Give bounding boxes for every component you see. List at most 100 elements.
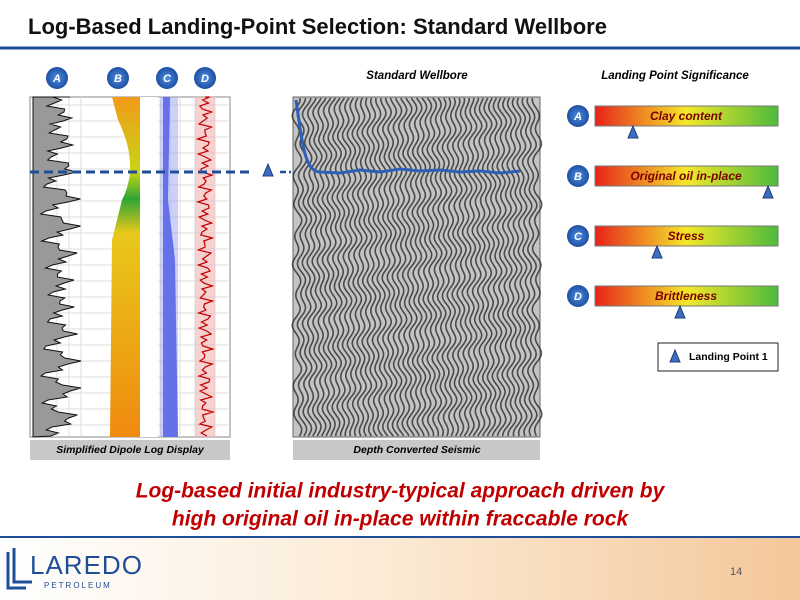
log-curve-fill: [32, 96, 82, 438]
seismic-trace: [516, 97, 528, 437]
seismic-trace: [376, 98, 388, 437]
badge: [194, 67, 216, 89]
legend-marker: [669, 348, 681, 363]
seismic-trace: [476, 97, 488, 437]
seismic-trace: [301, 97, 313, 437]
row-badge: [567, 225, 589, 247]
seismic-trace: [331, 97, 343, 437]
significance-bar: [594, 165, 779, 187]
badge-label: C: [163, 73, 172, 85]
badge: [156, 67, 178, 89]
seismic-trace: [311, 97, 323, 437]
seismic-trace: [341, 97, 353, 437]
seismic-trace: [481, 97, 493, 437]
log-tracks: [32, 96, 228, 438]
seismic-trace: [506, 97, 518, 437]
row-badge: [567, 285, 589, 307]
badge-label: B: [114, 73, 122, 85]
seismic-trace: [486, 97, 498, 437]
wellbore: [294, 99, 521, 175]
significance-bar: [594, 225, 779, 247]
seismic-trace: [401, 97, 413, 437]
seismic-trace: [406, 97, 418, 437]
seismic-trace: [336, 97, 348, 437]
logo: LAREDO: [30, 550, 143, 580]
row-label: Brittleness: [655, 289, 717, 303]
seismic-trace: [366, 97, 378, 437]
seismic-trace: [456, 97, 468, 437]
landing-marker: [651, 244, 663, 259]
seismic-trace: [436, 97, 448, 437]
landing-marker: [762, 184, 774, 199]
badge-label: D: [201, 73, 209, 85]
logo-mark: [6, 548, 32, 590]
seismic-trace: [416, 97, 428, 437]
landing-marker: [262, 162, 274, 177]
log-fill-b-mask: [140, 97, 158, 437]
seismic-trace: [431, 97, 443, 437]
seismic-trace: [316, 97, 328, 437]
logo-sub: PETROLEUM: [44, 581, 112, 590]
row-letter: A: [573, 111, 582, 123]
seismic-trace: [526, 97, 538, 437]
track-badges: A B C D: [46, 67, 216, 89]
seismic-trace: [321, 97, 333, 437]
row-label: Stress: [668, 229, 705, 243]
seismic-trace: [441, 97, 453, 437]
seismic-trace: [396, 97, 408, 437]
seismic-caption: Depth Converted Seismic: [353, 444, 480, 456]
seismic-trace: [351, 97, 363, 437]
seismic-trace: [466, 97, 478, 437]
seismic-trace: [371, 97, 383, 437]
significance-title: Landing Point Significance: [601, 70, 749, 82]
badge-label: A: [52, 73, 61, 85]
caption-bar: [30, 440, 230, 460]
seismic-trace: [461, 97, 473, 437]
seismic-trace: [446, 97, 458, 437]
seismic-trace: [291, 98, 303, 437]
seismic-trace: [391, 97, 403, 437]
significance-bar: [594, 105, 779, 127]
seismic-trace: [501, 97, 513, 437]
seismic-trace: [381, 97, 393, 437]
legend-label: Landing Point 1: [689, 351, 768, 363]
page-number: 14: [730, 566, 742, 578]
row-badge: [567, 105, 589, 127]
title: Log-Based Landing-Point Selection: Stand…: [28, 14, 607, 39]
seismic-trace: [411, 97, 423, 437]
row-letter: B: [574, 171, 582, 183]
row-letter: C: [574, 231, 583, 243]
badge: [107, 67, 129, 89]
landing-marker: [674, 304, 686, 319]
message-line: Log-based initial industry-typical appro…: [136, 480, 666, 503]
seismic-trace: [531, 97, 543, 437]
caption-bar: [293, 440, 540, 460]
seismic-trace: [426, 97, 438, 437]
seismic-trace: [386, 97, 398, 437]
seismic-trace: [421, 97, 433, 437]
message-line: high original oil in-place within fracca…: [172, 508, 630, 531]
seismic-trace: [306, 97, 318, 437]
seismic-trace: [356, 97, 368, 437]
row-label: Original oil in-place: [630, 169, 742, 183]
row-letter: D: [574, 291, 582, 303]
log-fill-c: [160, 97, 178, 437]
significance-rows: A Clay content B Original oil in-place C Stre…: [567, 105, 779, 319]
seismic-traces: [291, 97, 543, 437]
seismic-trace: [451, 97, 463, 437]
seismic-trace: [471, 97, 483, 437]
seismic-trace: [511, 97, 523, 437]
log-caption: Simplified Dipole Log Display: [56, 444, 205, 456]
log-curve-b: [110, 97, 140, 437]
footer-band: [0, 538, 800, 600]
seismic-trace: [491, 97, 503, 437]
seismic-trace: [346, 97, 358, 437]
seismic-trace: [326, 97, 338, 437]
seismic-trace: [496, 97, 508, 437]
seismic-trace: [521, 97, 533, 437]
seismic-title: Standard Wellbore: [366, 70, 468, 82]
significance-bar: [594, 285, 779, 307]
row-badge: [567, 165, 589, 187]
landing-marker: [627, 124, 639, 139]
